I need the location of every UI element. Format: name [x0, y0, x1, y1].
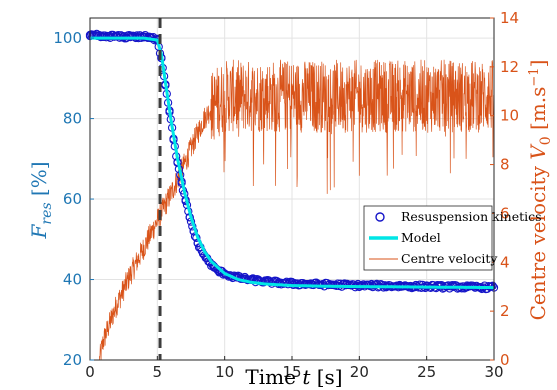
- data-point: [314, 280, 324, 289]
- right-axis-label: Centre velocity V0 [m.s−1]: [526, 60, 554, 321]
- left-axis-label: Fres [%]: [27, 161, 55, 239]
- right-tick-label: 14: [500, 9, 519, 27]
- right-tick-label: 10: [500, 107, 519, 125]
- right-tick-label: 0: [500, 351, 510, 369]
- data-point: [301, 279, 310, 289]
- left-tick-label: 100: [53, 29, 82, 47]
- data-point: [488, 281, 497, 290]
- right-axis-ticks: 0 2 4 6 8 10 12 14: [490, 9, 519, 369]
- left-tick-label: 60: [63, 190, 82, 208]
- data-point: [287, 279, 297, 288]
- left-tick-label: 40: [63, 271, 82, 289]
- legend: Resuspension kinetics Model Centre veloc…: [363, 205, 542, 271]
- legend-item-model: Model: [369, 230, 441, 245]
- x-tick-label: 20: [350, 363, 369, 381]
- x-axis-label: Time t [s]: [245, 365, 342, 389]
- x-axis-ticks: 0 5 10 15 20 25 30: [85, 356, 504, 381]
- velocity-line: [99, 59, 495, 361]
- left-tick-label: 80: [63, 110, 82, 128]
- right-tick-label: 8: [500, 156, 510, 174]
- legend-marker-icon: [375, 212, 385, 222]
- legend-label-velocity: Centre velocity: [401, 251, 498, 266]
- velocity-series: [99, 59, 495, 361]
- x-tick-label: 0: [85, 363, 95, 381]
- legend-item-velocity: Centre velocity: [369, 251, 498, 266]
- x-tick-label: 15: [282, 363, 301, 381]
- legend-item-resuspension: Resuspension kinetics: [375, 209, 542, 224]
- legend-label-model: Model: [401, 230, 441, 245]
- x-tick-label: 5: [153, 363, 163, 381]
- x-tick-label: 10: [215, 363, 234, 381]
- right-tick-label: 12: [500, 58, 519, 76]
- model-series: [90, 36, 494, 290]
- right-tick-label: 2: [500, 302, 510, 320]
- right-tick-label: 4: [500, 253, 510, 271]
- x-tick-label: 30: [484, 363, 503, 381]
- right-tick-label: 6: [500, 204, 510, 222]
- x-tick-label: 25: [417, 363, 436, 381]
- legend-label-resuspension: Resuspension kinetics: [401, 209, 542, 224]
- data-point: [274, 278, 283, 287]
- model-line: [90, 36, 494, 290]
- left-tick-label: 20: [63, 351, 82, 369]
- left-axis-ticks: 20 40 60 80 100: [53, 29, 94, 369]
